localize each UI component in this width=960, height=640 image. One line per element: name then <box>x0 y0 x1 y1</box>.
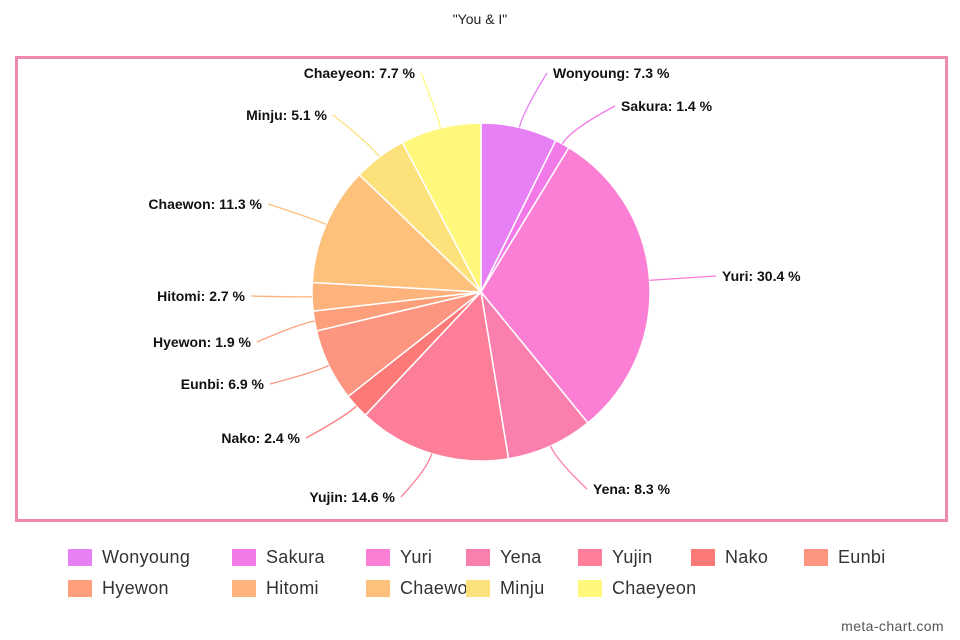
pie-slice-yena[interactable] <box>479 289 589 460</box>
slice-label-yujin: Yujin: 14.6 % <box>309 489 395 505</box>
leader-line-hitomi <box>250 295 313 298</box>
legend-label: Yujin <box>612 546 653 567</box>
legend-swatch <box>578 579 602 597</box>
legend-label: Sakura <box>266 546 325 567</box>
legend-swatch <box>366 579 390 597</box>
chart-title: "You & I" <box>452 11 508 27</box>
slice-label-yena: Yena: 8.3 % <box>593 481 671 497</box>
legend-label: Minju <box>500 577 545 598</box>
legend-label: Chaewon <box>400 577 479 598</box>
plot-frame <box>15 56 948 522</box>
legend-swatch <box>232 579 256 597</box>
slice-label-hitomi: Hitomi: 2.7 % <box>157 288 245 304</box>
legend-item-nako[interactable]: Nako <box>691 546 768 568</box>
pie-slice-yuri[interactable] <box>480 146 651 424</box>
legend-swatch <box>466 548 490 566</box>
legend-item-wonyoung[interactable]: Wonyoung <box>68 546 190 568</box>
watermark: meta-chart.com <box>841 618 944 634</box>
legend-swatch <box>466 579 490 597</box>
legend-swatch <box>578 548 602 566</box>
leader-line-eunbi <box>269 364 330 385</box>
slice-label-nako: Nako: 2.4 % <box>221 430 300 446</box>
legend-item-eunbi[interactable]: Eunbi <box>804 546 886 568</box>
slice-label-minju: Minju: 5.1 % <box>246 107 327 123</box>
legend-item-sakura[interactable]: Sakura <box>232 546 325 568</box>
pie-slice-chaeyeon[interactable] <box>401 122 482 293</box>
slice-label-chaeyeon: Chaeyeon: 7.7 % <box>304 65 416 81</box>
legend-item-chaeyeon[interactable]: Chaeyeon <box>578 577 696 599</box>
pie-slice-yujin[interactable] <box>364 290 510 462</box>
slice-label-yuri: Yuri: 30.4 % <box>722 268 801 284</box>
legend-label: Nako <box>725 546 769 567</box>
leader-line-yujin <box>400 453 433 498</box>
legend-label: Eunbi <box>838 546 886 567</box>
leader-line-wonyoung <box>518 72 548 128</box>
legend-item-hitomi[interactable]: Hitomi <box>232 577 319 599</box>
legend-item-yuri[interactable]: Yuri <box>366 546 432 568</box>
legend-item-hyewon[interactable]: Hyewon <box>68 577 169 599</box>
legend-label: Hyewon <box>102 577 169 598</box>
legend-label: Yuri <box>400 546 433 567</box>
legend-swatch <box>68 548 92 566</box>
legend-label: Yena <box>500 546 542 567</box>
legend-item-minju[interactable]: Minju <box>466 577 545 599</box>
slice-label-hyewon: Hyewon: 1.9 % <box>153 334 252 350</box>
leader-line-hyewon <box>256 320 315 343</box>
legend-label: Wonyoung <box>102 546 191 567</box>
leader-line-yena <box>549 445 588 490</box>
legend-swatch <box>804 548 828 566</box>
legend-item-chaewon[interactable]: Chaewon <box>366 577 478 599</box>
slice-label-wonyoung: Wonyoung: 7.3 % <box>553 65 670 81</box>
legend-label: Hitomi <box>266 577 319 598</box>
leader-line-nako <box>305 405 357 439</box>
leader-line-minju <box>332 114 381 158</box>
leader-line-sakura <box>561 105 616 145</box>
legend-swatch <box>691 548 715 566</box>
legend-swatch <box>68 579 92 597</box>
legend-swatch <box>366 548 390 566</box>
leader-line-chaeyeon <box>420 72 442 129</box>
legend-label: Chaeyeon <box>612 577 697 598</box>
legend-item-yena[interactable]: Yena <box>466 546 542 568</box>
leader-line-chaewon <box>267 203 327 225</box>
legend-item-yujin[interactable]: Yujin <box>578 546 653 568</box>
slice-label-eunbi: Eunbi: 6.9 % <box>181 376 265 392</box>
slice-label-sakura: Sakura: 1.4 % <box>621 98 713 114</box>
slice-label-chaewon: Chaewon: 11.3 % <box>148 196 262 212</box>
leader-line-yuri <box>649 275 717 281</box>
pie-slice-chaewon[interactable] <box>311 173 483 293</box>
legend-swatch <box>232 548 256 566</box>
